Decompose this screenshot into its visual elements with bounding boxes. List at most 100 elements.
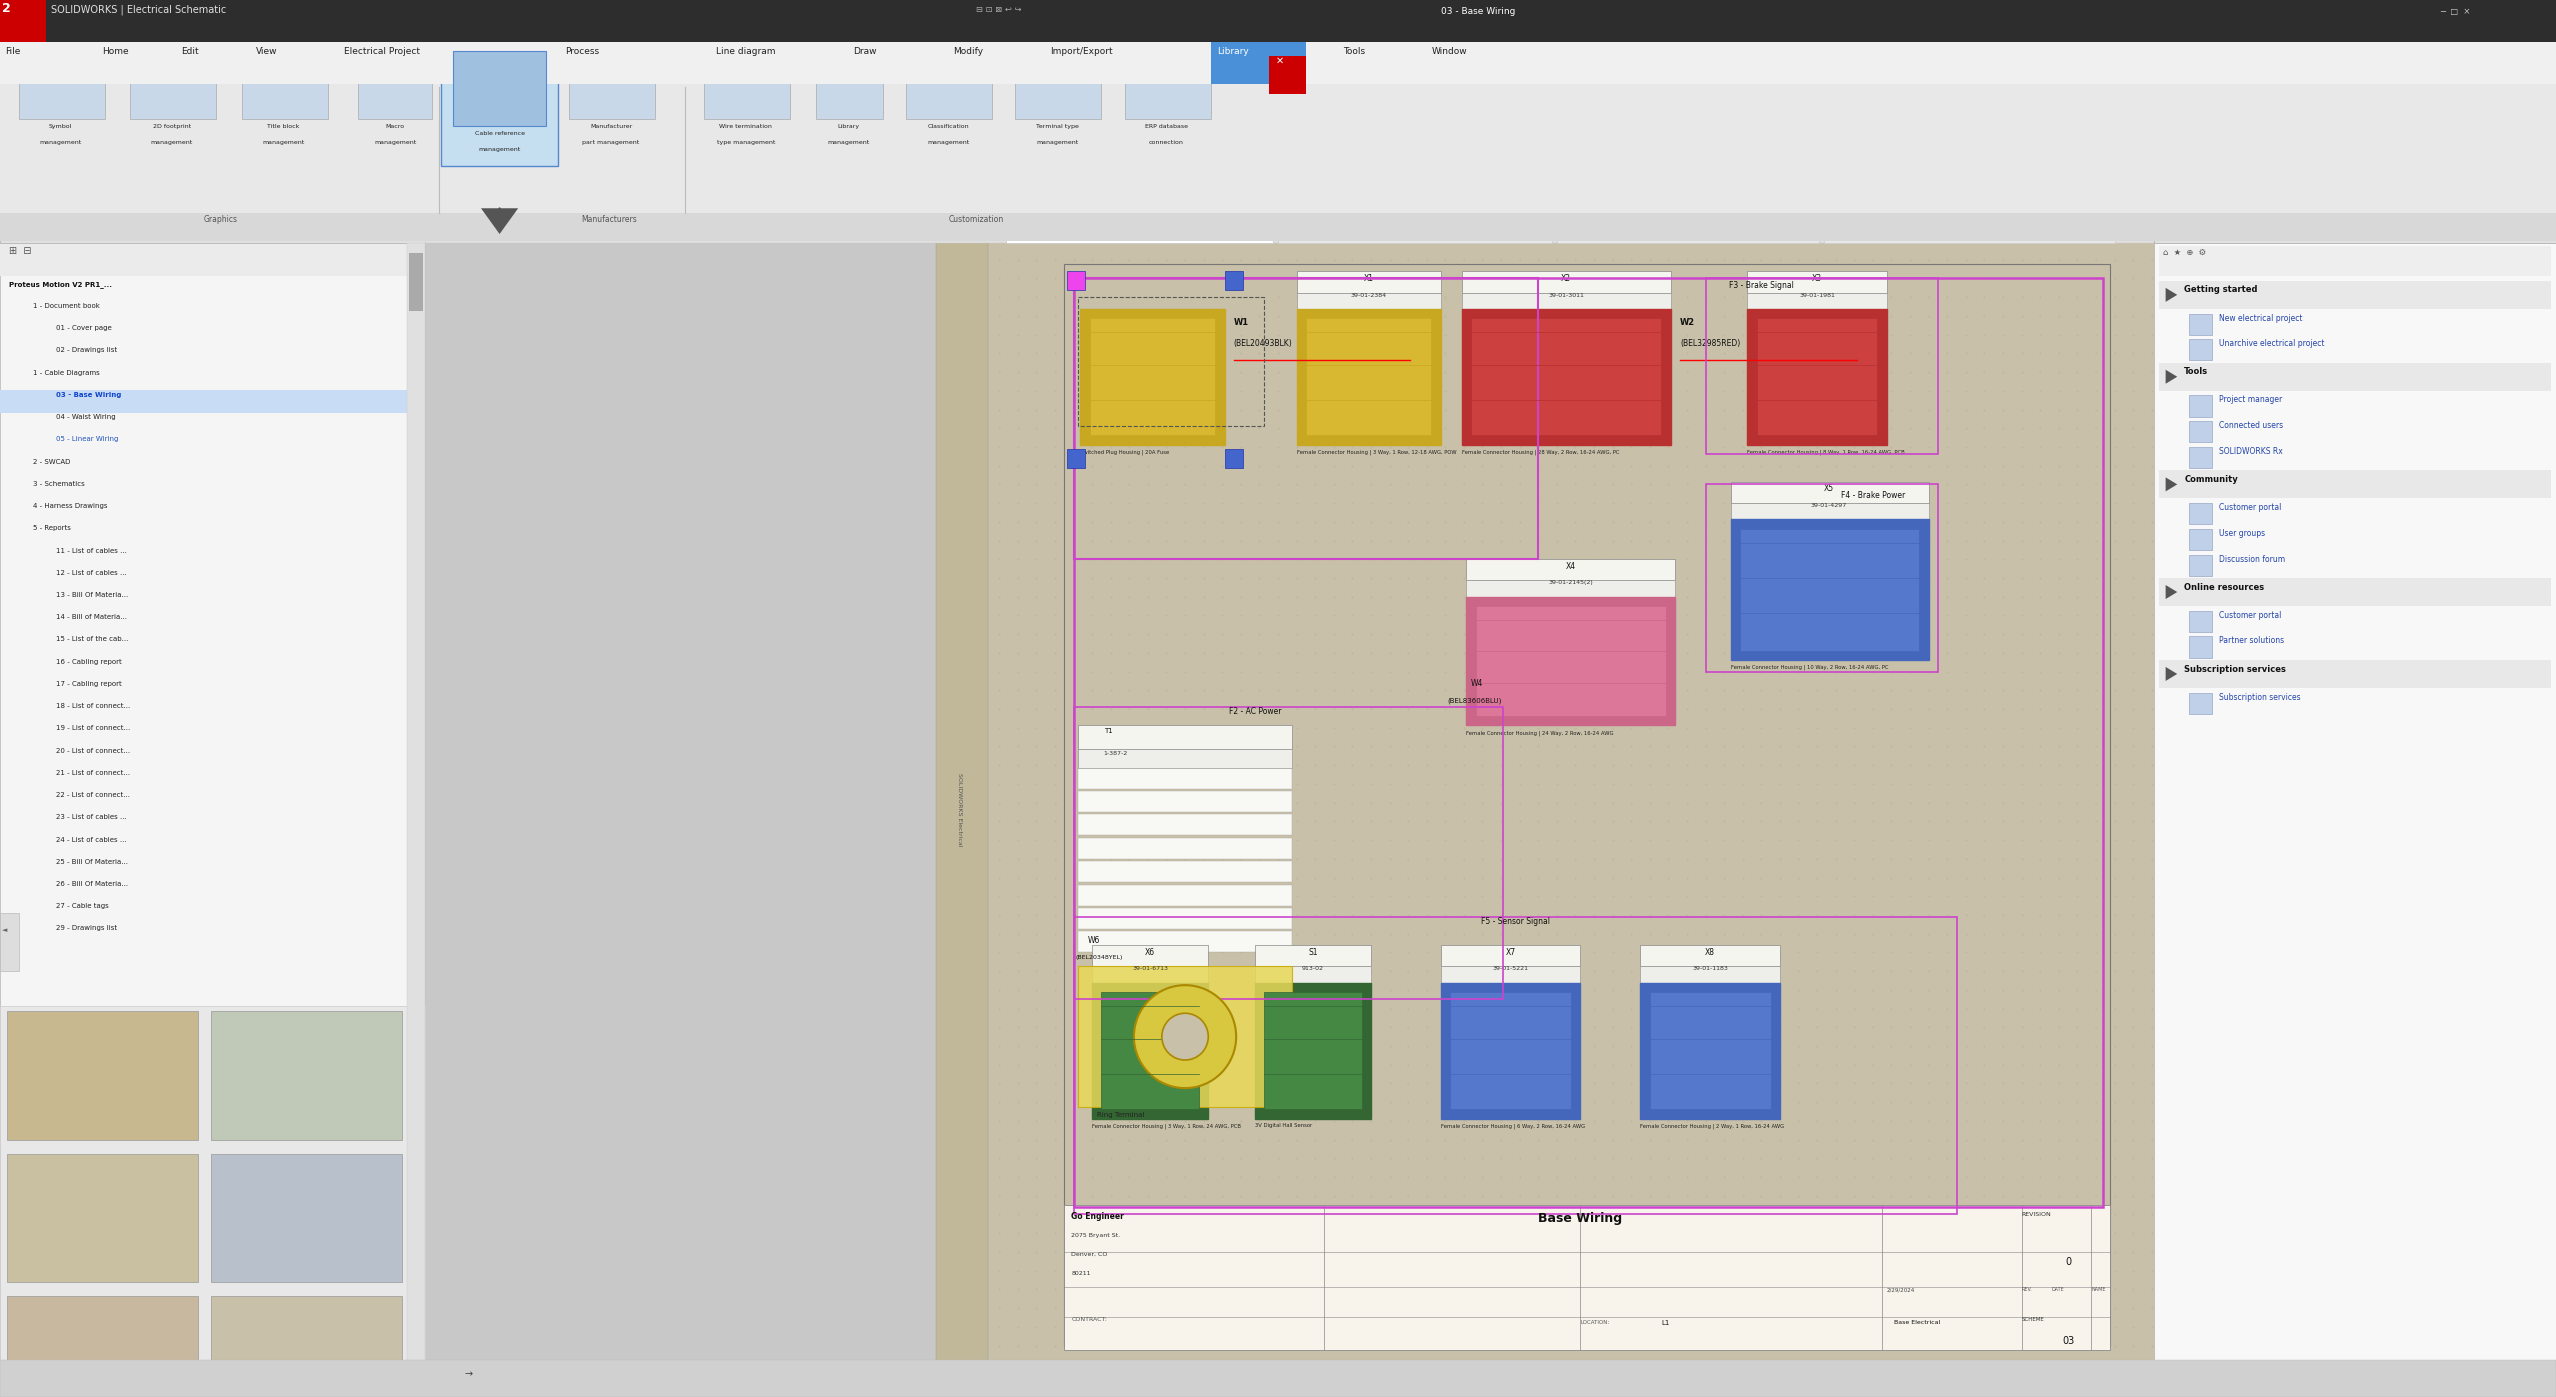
Text: 26 - Bill Of Materia...: 26 - Bill Of Materia... xyxy=(56,882,128,887)
Text: F2 - AC Power: F2 - AC Power xyxy=(1229,707,1281,715)
Text: Customization: Customization xyxy=(948,215,1005,225)
Text: Edit: Edit xyxy=(181,47,199,56)
Bar xyxy=(1825,205,2114,243)
Bar xyxy=(1079,908,1291,929)
Text: 39-01-4297: 39-01-4297 xyxy=(1810,503,1848,509)
Text: 4 | ×: 4 | × xyxy=(360,211,378,218)
Text: ⌂  ★  ⊕  ⚙: ⌂ ★ ⊕ ⚙ xyxy=(2162,249,2206,257)
Bar xyxy=(1255,946,1370,967)
Bar xyxy=(1278,205,1551,243)
Text: ×: × xyxy=(1797,211,1802,219)
Text: 20 - List of connect...: 20 - List of connect... xyxy=(56,747,130,753)
Text: 24 - List of cables ...: 24 - List of cables ... xyxy=(56,837,125,842)
Bar xyxy=(2188,447,2211,468)
Bar xyxy=(1079,884,1291,905)
Text: 1 - Document book: 1 - Document book xyxy=(33,303,100,309)
Bar xyxy=(1074,918,1955,1214)
Bar xyxy=(1442,983,1580,1119)
Text: Base Wiring: Base Wiring xyxy=(1539,1213,1623,1225)
Polygon shape xyxy=(2165,585,2178,599)
Text: Modify: Modify xyxy=(953,47,984,56)
Bar xyxy=(0,0,46,42)
Bar xyxy=(1641,967,1779,983)
Text: Female Connector Housing | 2 Way, 1 Row, 16-24 AWG: Female Connector Housing | 2 Way, 1 Row,… xyxy=(1641,1123,1784,1129)
Text: 2: 2 xyxy=(3,3,10,15)
Text: X4: X4 xyxy=(1567,562,1577,570)
Bar xyxy=(2188,422,2211,443)
Bar xyxy=(1748,309,1886,444)
Polygon shape xyxy=(2165,666,2178,680)
Text: management: management xyxy=(263,141,304,145)
Text: 18 - List of connect...: 18 - List of connect... xyxy=(56,703,130,710)
Text: Proteus Motion V2 PR1_...: Proteus Motion V2 PR1_... xyxy=(10,281,112,288)
Bar xyxy=(1224,450,1242,468)
Bar xyxy=(0,205,424,243)
Text: Base Electrical: Base Electrical xyxy=(1894,1320,1940,1324)
Bar xyxy=(1705,485,1937,672)
Bar xyxy=(0,243,424,277)
Bar xyxy=(212,1296,401,1397)
Circle shape xyxy=(1163,1013,1209,1060)
Bar xyxy=(1649,992,1771,1109)
Bar xyxy=(1255,983,1370,1119)
Bar xyxy=(2188,313,2211,335)
Bar xyxy=(1224,271,1242,291)
Text: W6: W6 xyxy=(1086,936,1099,944)
Text: 913-02: 913-02 xyxy=(1301,967,1324,971)
Text: 80211: 80211 xyxy=(1071,1271,1091,1275)
Text: Tools: Tools xyxy=(2185,367,2208,376)
Bar xyxy=(1125,63,1212,119)
Bar xyxy=(1066,271,1086,291)
Text: F3 - Brake Signal: F3 - Brake Signal xyxy=(1728,281,1794,289)
Text: Subscription services: Subscription services xyxy=(2219,693,2300,701)
Bar xyxy=(0,390,424,414)
Bar xyxy=(2188,503,2211,524)
Text: X5: X5 xyxy=(1822,485,1833,493)
Text: 39-01-2384: 39-01-2384 xyxy=(1350,292,1388,298)
Text: 3 - Schematics: 3 - Schematics xyxy=(33,481,84,488)
Bar xyxy=(935,242,987,1380)
Bar xyxy=(212,1154,401,1282)
Bar xyxy=(815,63,882,119)
Bar xyxy=(1063,1206,2109,1350)
Bar xyxy=(212,1011,401,1140)
Polygon shape xyxy=(481,208,519,235)
Bar xyxy=(1467,559,1674,580)
Text: Female Connector Housing | 8 Way, 1 Row, 16-24 AWG, PCB: Female Connector Housing | 8 Way, 1 Row,… xyxy=(1748,450,1904,455)
Text: CONTRACT:: CONTRACT: xyxy=(1071,1317,1107,1323)
Text: View: View xyxy=(256,47,276,56)
Text: W4: W4 xyxy=(1470,679,1482,687)
Text: Ring Terminal: Ring Terminal xyxy=(1097,1112,1145,1118)
Text: Window: Window xyxy=(1431,47,1467,56)
Text: Community: Community xyxy=(2185,475,2239,483)
Bar xyxy=(1079,967,1291,1106)
Text: Discussion forum: Discussion forum xyxy=(2219,555,2285,563)
Bar xyxy=(358,63,432,119)
Text: Import/Export: Import/Export xyxy=(1051,47,1112,56)
Bar xyxy=(570,63,654,119)
Bar xyxy=(1730,503,1930,520)
Bar xyxy=(1010,211,1035,235)
Text: Classification: Classification xyxy=(928,124,969,129)
Text: →: → xyxy=(465,1369,473,1379)
Text: 39-01-5221: 39-01-5221 xyxy=(1493,967,1528,971)
Bar xyxy=(2188,693,2211,714)
Text: 03 - Base Wiring: 03 - Base Wiring xyxy=(56,393,120,398)
Polygon shape xyxy=(2165,478,2178,492)
Text: T1: T1 xyxy=(1104,728,1112,733)
Text: ─  □  ×: ─ □ × xyxy=(2441,7,2469,15)
Text: 05 - Linear Wiring: 05 - Linear Wiring xyxy=(1311,211,1373,217)
Bar xyxy=(424,205,2155,243)
Text: (BEL20493BLK): (BEL20493BLK) xyxy=(1235,339,1293,348)
Text: SOLIDWORKS Rx: SOLIDWORKS Rx xyxy=(2219,447,2283,455)
Bar xyxy=(0,912,18,971)
Text: User groups: User groups xyxy=(2219,529,2265,538)
Bar xyxy=(1470,319,1661,436)
Text: File: File xyxy=(5,47,20,56)
Text: X7: X7 xyxy=(1505,947,1516,957)
Bar xyxy=(1079,791,1291,812)
Text: 04 - Waist Wiring: 04 - Waist Wiring xyxy=(56,414,115,420)
Bar xyxy=(0,42,2556,84)
Text: 01 - Cover page: 01 - Cover page xyxy=(56,326,112,331)
Bar xyxy=(1265,992,1362,1109)
